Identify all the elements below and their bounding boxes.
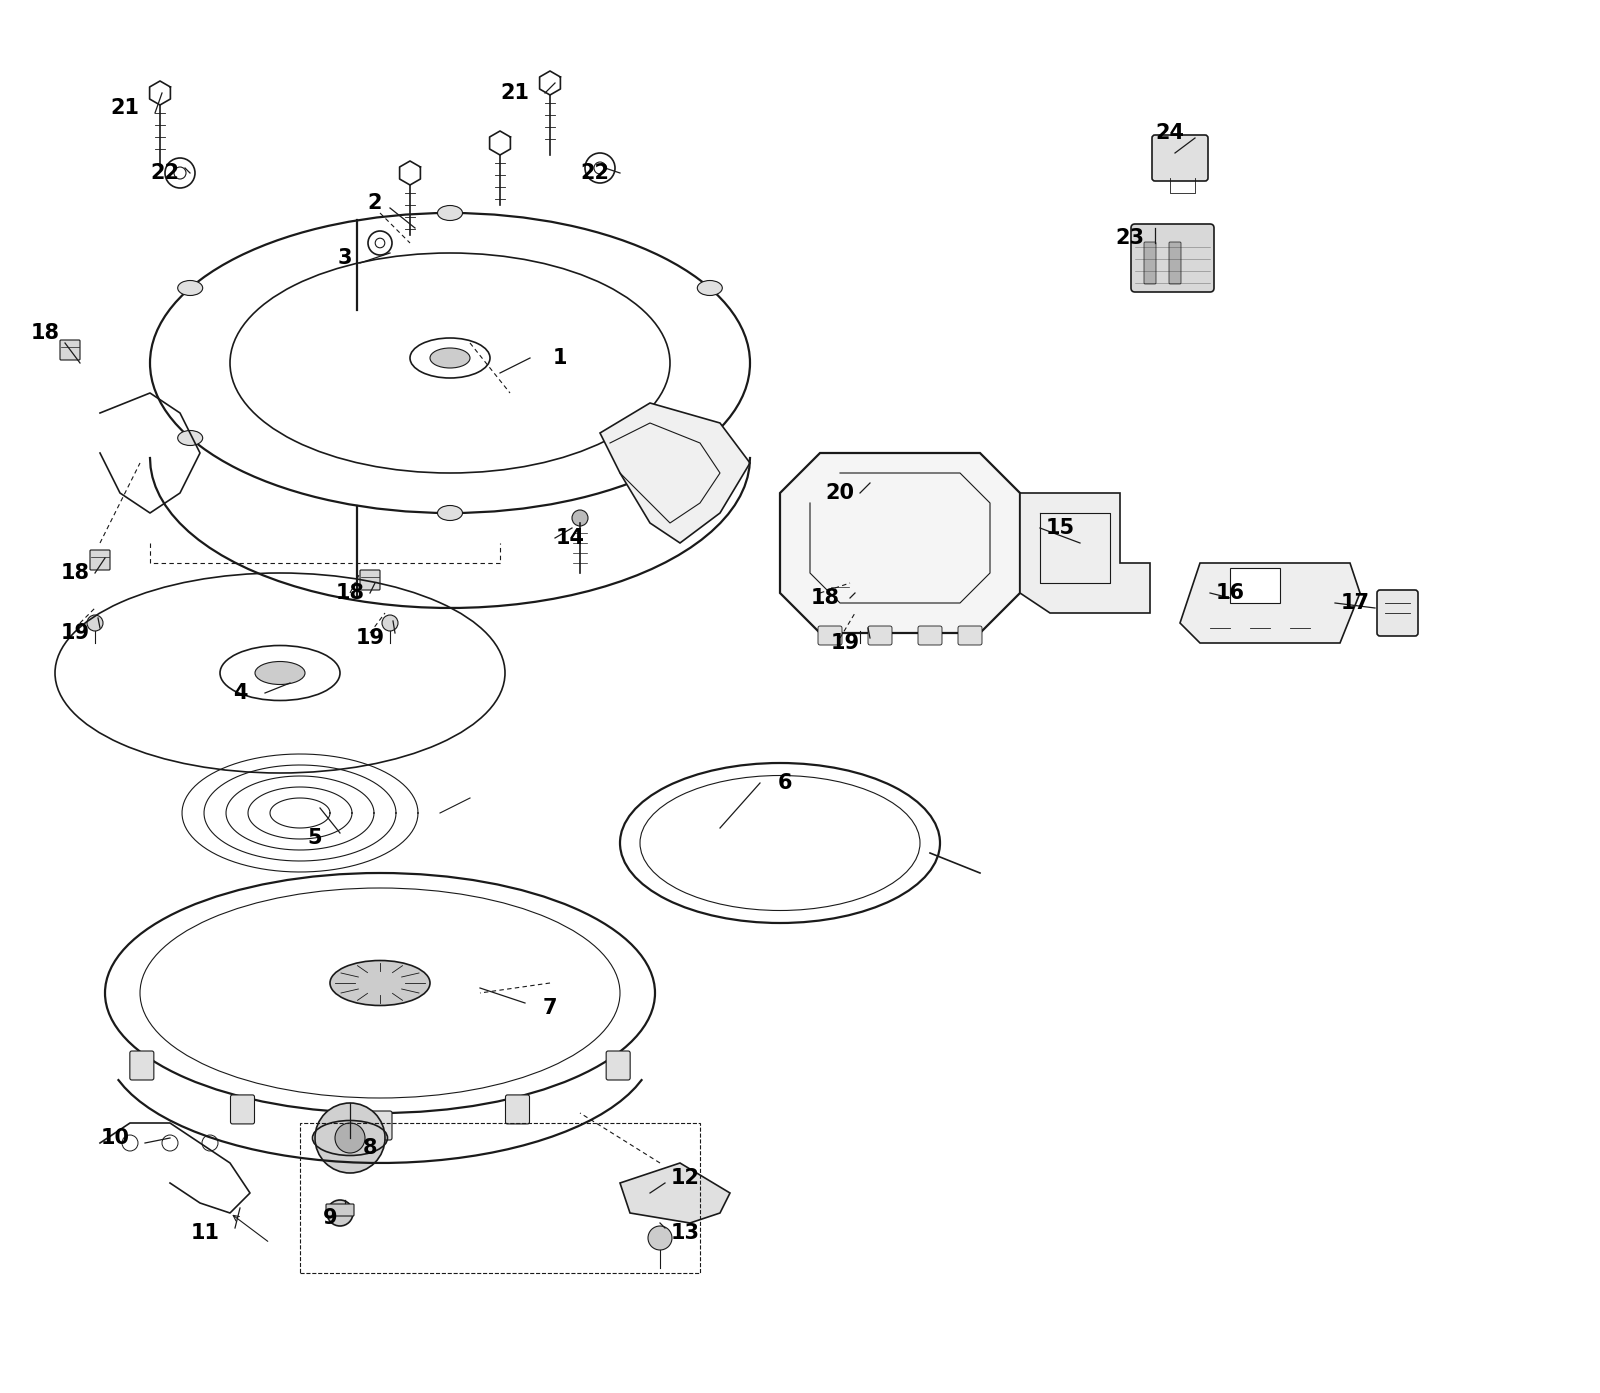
Circle shape bbox=[382, 614, 398, 631]
Ellipse shape bbox=[178, 430, 203, 446]
Text: 19: 19 bbox=[830, 632, 859, 653]
Ellipse shape bbox=[437, 206, 462, 220]
FancyBboxPatch shape bbox=[61, 340, 80, 359]
Text: 13: 13 bbox=[670, 1223, 699, 1243]
Ellipse shape bbox=[698, 430, 722, 446]
FancyBboxPatch shape bbox=[506, 1095, 530, 1124]
Text: 22: 22 bbox=[581, 163, 610, 182]
Circle shape bbox=[315, 1103, 386, 1173]
Text: 3: 3 bbox=[338, 248, 352, 267]
Text: 21: 21 bbox=[110, 98, 139, 118]
Text: 21: 21 bbox=[501, 84, 530, 103]
Text: 18: 18 bbox=[811, 588, 840, 607]
Circle shape bbox=[86, 614, 102, 631]
FancyBboxPatch shape bbox=[1170, 242, 1181, 284]
Text: 10: 10 bbox=[101, 1128, 130, 1148]
Polygon shape bbox=[781, 453, 1021, 632]
Text: 22: 22 bbox=[150, 163, 179, 182]
Ellipse shape bbox=[430, 348, 470, 368]
FancyBboxPatch shape bbox=[90, 550, 110, 570]
FancyBboxPatch shape bbox=[326, 1204, 354, 1216]
Ellipse shape bbox=[330, 961, 430, 1006]
Polygon shape bbox=[600, 403, 750, 543]
Circle shape bbox=[326, 1199, 354, 1226]
FancyBboxPatch shape bbox=[368, 1112, 392, 1139]
FancyBboxPatch shape bbox=[606, 1050, 630, 1080]
FancyBboxPatch shape bbox=[1131, 224, 1214, 293]
Text: 1: 1 bbox=[552, 348, 568, 368]
Ellipse shape bbox=[178, 280, 203, 295]
Text: 6: 6 bbox=[778, 773, 792, 793]
Polygon shape bbox=[1230, 568, 1280, 603]
Polygon shape bbox=[621, 1163, 730, 1223]
FancyBboxPatch shape bbox=[360, 570, 381, 591]
Circle shape bbox=[334, 1123, 365, 1153]
FancyBboxPatch shape bbox=[130, 1050, 154, 1080]
Polygon shape bbox=[1021, 493, 1150, 613]
Text: 7: 7 bbox=[542, 997, 557, 1018]
FancyBboxPatch shape bbox=[958, 625, 982, 645]
Text: 8: 8 bbox=[363, 1138, 378, 1158]
Ellipse shape bbox=[254, 662, 306, 684]
Text: 16: 16 bbox=[1216, 584, 1245, 603]
Circle shape bbox=[573, 510, 589, 527]
Bar bbox=[301, 1123, 701, 1273]
Circle shape bbox=[851, 614, 867, 631]
Text: 23: 23 bbox=[1115, 228, 1144, 248]
FancyBboxPatch shape bbox=[818, 625, 842, 645]
Text: 18: 18 bbox=[61, 563, 90, 584]
Text: 4: 4 bbox=[232, 683, 248, 703]
Text: 19: 19 bbox=[355, 628, 384, 648]
FancyBboxPatch shape bbox=[830, 579, 850, 600]
FancyBboxPatch shape bbox=[918, 625, 942, 645]
Text: 14: 14 bbox=[555, 528, 584, 547]
Text: 5: 5 bbox=[307, 827, 322, 848]
FancyBboxPatch shape bbox=[230, 1095, 254, 1124]
Text: 18: 18 bbox=[30, 323, 59, 343]
Text: 11: 11 bbox=[190, 1223, 219, 1243]
Text: 9: 9 bbox=[323, 1208, 338, 1229]
Ellipse shape bbox=[437, 506, 462, 521]
FancyBboxPatch shape bbox=[869, 625, 893, 645]
Ellipse shape bbox=[698, 280, 722, 295]
Text: 17: 17 bbox=[1341, 593, 1370, 613]
Text: 18: 18 bbox=[336, 584, 365, 603]
FancyBboxPatch shape bbox=[1378, 591, 1418, 637]
Circle shape bbox=[648, 1226, 672, 1250]
Text: 12: 12 bbox=[670, 1167, 699, 1188]
Text: 24: 24 bbox=[1155, 123, 1184, 143]
Text: 15: 15 bbox=[1045, 518, 1075, 538]
Polygon shape bbox=[1181, 563, 1360, 644]
Text: 20: 20 bbox=[826, 483, 854, 503]
Text: 2: 2 bbox=[368, 194, 382, 213]
FancyBboxPatch shape bbox=[1152, 135, 1208, 181]
FancyBboxPatch shape bbox=[1144, 242, 1155, 284]
Text: 19: 19 bbox=[61, 623, 90, 644]
